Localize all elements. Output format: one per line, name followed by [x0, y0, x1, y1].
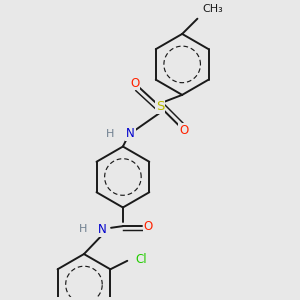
- Text: N: N: [98, 223, 107, 236]
- Text: O: O: [130, 76, 140, 89]
- Text: N: N: [126, 127, 135, 140]
- Text: S: S: [156, 100, 164, 113]
- Text: CH₃: CH₃: [202, 4, 223, 14]
- Text: O: O: [179, 124, 188, 137]
- Text: H: H: [106, 129, 114, 139]
- Text: H: H: [79, 224, 87, 235]
- Text: Cl: Cl: [136, 253, 147, 266]
- Text: O: O: [144, 220, 153, 232]
